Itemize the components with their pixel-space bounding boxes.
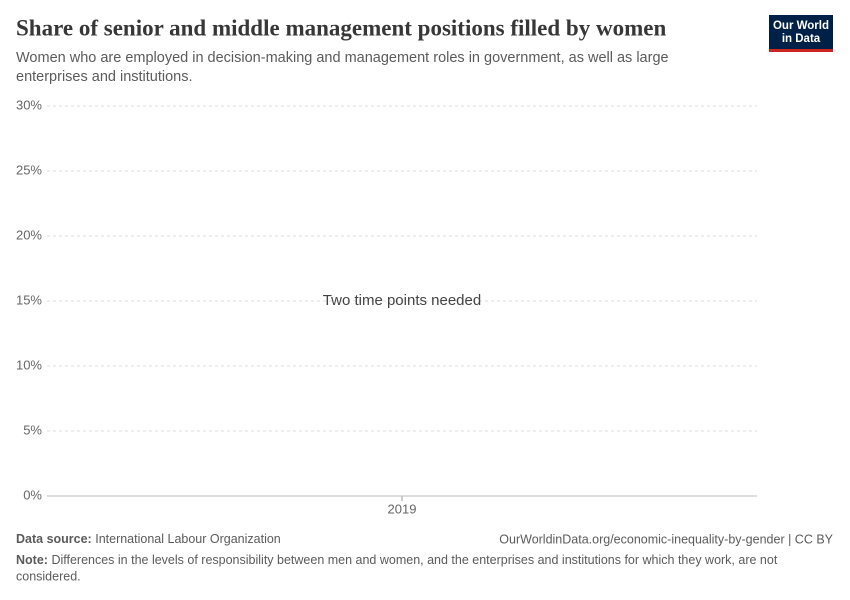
y-tick-label: 15% [16, 292, 42, 307]
source: Data source: International Labour Organi… [16, 532, 281, 546]
y-tick-label: 30% [16, 97, 42, 112]
url[interactable]: OurWorldinData.org/economic-inequality-b… [499, 532, 833, 546]
source-text: International Labour Organization [95, 532, 281, 546]
subtitle: enterprises and institutions. [16, 69, 193, 85]
chart-title: Share of senior and middle management po… [16, 15, 666, 40]
logo-bar [769, 49, 833, 52]
source-label: Data source: [16, 532, 92, 546]
logo-text: Our World [773, 20, 829, 32]
y-tick-label: 25% [16, 162, 42, 177]
logo[interactable]: Our World in Data [769, 15, 833, 52]
y-tick-label: 20% [16, 227, 42, 242]
note-label: Note: [16, 553, 48, 567]
y-tick-label: 0% [23, 487, 42, 502]
logo-text: in Data [782, 33, 821, 45]
y-tick-label: 10% [16, 357, 42, 372]
note-text: Differences in the levels of responsibil… [51, 553, 777, 567]
note: Note: Differences in the levels of respo… [16, 553, 778, 567]
subtitle: Women who are employed in decision-makin… [16, 50, 669, 66]
empty-message: Two time points needed [323, 292, 481, 309]
logo-box [769, 15, 833, 49]
y-tick-label: 5% [23, 422, 42, 437]
note-text: considered. [16, 569, 81, 583]
x-tick-label: 2019 [388, 501, 417, 516]
